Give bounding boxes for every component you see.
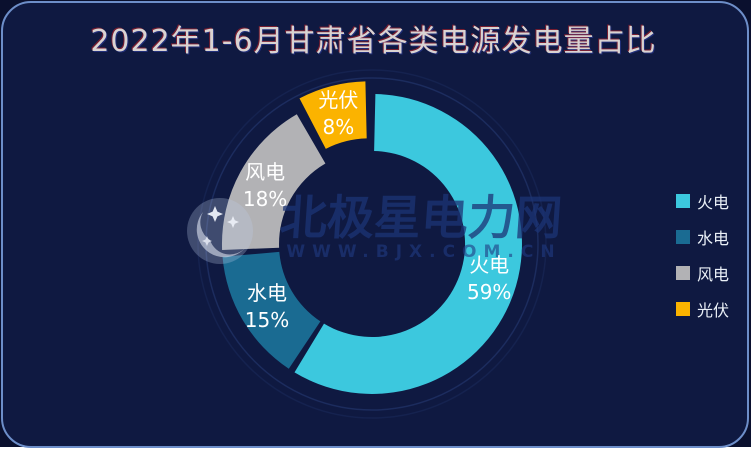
pie-slice-hydro-power[interactable] [222, 251, 321, 369]
slice-label-wind-power: 风电 18% [243, 160, 287, 211]
watermark-url: WWW.BJX.COM.CN [286, 242, 561, 262]
legend-label-thermal-power: 火电 [697, 192, 730, 212]
legend-item-solar-power[interactable]: 光伏 [676, 297, 729, 320]
pie-slice-solar-power[interactable] [299, 81, 367, 149]
watermark-brand: 北极星电力网 [278, 191, 564, 246]
legend-item-thermal-power[interactable]: 火电 [676, 189, 729, 212]
legend-swatch-hydro-power [676, 229, 690, 244]
pie-slice-thermal-power[interactable] [294, 94, 522, 394]
legend-label-wind-power: 风电 [697, 264, 730, 284]
legend-swatch-wind-power [676, 265, 690, 280]
watermark-logo-icon [187, 198, 253, 264]
legend-label-hydro-power: 水电 [697, 228, 730, 248]
legend-swatch-thermal-power [676, 193, 690, 208]
decorative-ring [197, 69, 547, 419]
legend-item-hydro-power[interactable]: 水电 [676, 225, 729, 248]
legend-swatch-solar-power [676, 301, 690, 316]
slice-label-hydro-power: 水电 15% [245, 281, 289, 332]
chart-legend: 火电 水电 风电 光伏 [676, 189, 729, 333]
pie-slice-wind-power[interactable] [221, 114, 326, 250]
slice-label-thermal-power: 火电 59% [467, 253, 511, 304]
legend-label-solar-power: 光伏 [697, 300, 730, 320]
page-title: 2022年1-6月甘肃省各类电源发电量占比 [90, 24, 657, 59]
watermark: 北极星电力网 WWW.BJX.COM.CN [187, 191, 564, 264]
slice-label-solar-power: 光伏 8% [318, 88, 358, 139]
legend-item-wind-power[interactable]: 风电 [676, 261, 729, 284]
